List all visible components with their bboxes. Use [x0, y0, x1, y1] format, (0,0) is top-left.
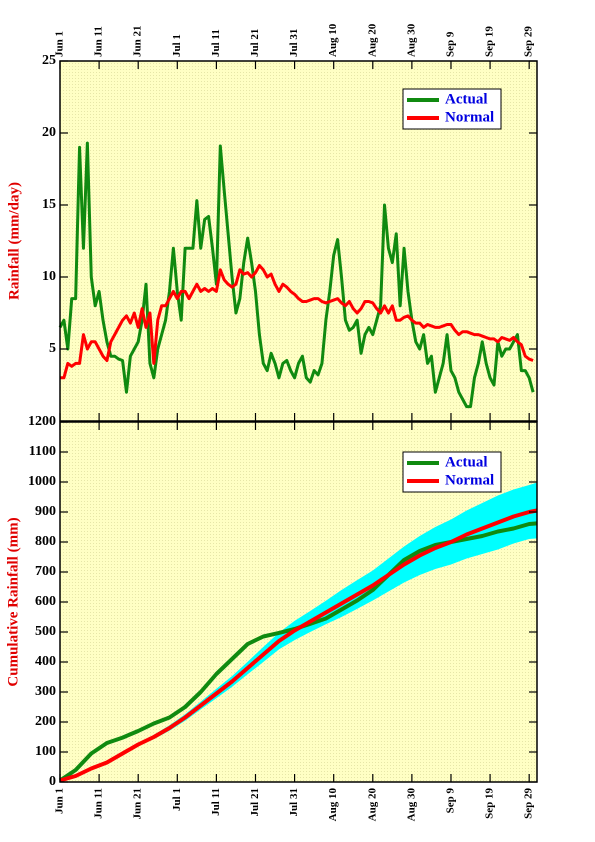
- x-tick-label: Jun 11: [93, 788, 105, 819]
- y-tick-label: 20: [42, 125, 56, 140]
- y-axis-label: Rainfall (mm/day): [6, 182, 22, 300]
- y-axis-label: Cumulative Rainfall (mm): [5, 517, 21, 686]
- y-tick-label: 1200: [28, 414, 56, 429]
- y-tick-label: 15: [42, 197, 56, 212]
- y-tick-label: 900: [35, 504, 56, 519]
- x-tick-label: Jun 1: [54, 31, 66, 57]
- y-tick-label: 100: [35, 744, 56, 759]
- x-tick-label: Jul 11: [210, 29, 222, 57]
- legend-label: Actual: [445, 454, 488, 470]
- x-tick-label: Aug 30: [405, 23, 417, 57]
- x-tick-label: Aug 30: [405, 788, 417, 822]
- x-tick-label: Sep 19: [484, 26, 496, 57]
- y-tick-label: 5: [49, 341, 56, 356]
- x-tick-label: Aug 10: [327, 23, 339, 57]
- legend-box: [402, 451, 502, 493]
- x-tick-label: Jun 21: [132, 26, 144, 58]
- x-tick-label: Jul 31: [288, 29, 300, 57]
- x-tick-label: Jun 21: [132, 788, 144, 820]
- y-tick-label: 500: [35, 624, 56, 639]
- legend-label: Normal: [445, 472, 494, 488]
- y-tick-label: 10: [42, 269, 56, 284]
- y-tick-label: 0: [49, 774, 56, 789]
- x-tick-label: Aug 20: [366, 23, 378, 57]
- x-tick-label: Sep 19: [484, 788, 496, 819]
- x-tick-label: Jul 1: [171, 34, 183, 57]
- y-tick-label: 700: [35, 564, 56, 579]
- y-tick-label: 1100: [29, 444, 56, 459]
- y-tick-label: 800: [35, 534, 56, 549]
- x-tick-label: Jun 11: [93, 26, 105, 57]
- y-tick-label: 300: [35, 684, 56, 699]
- legend-box: [402, 88, 502, 130]
- x-tick-label: Aug 10: [327, 788, 339, 822]
- x-tick-label: Jul 1: [171, 788, 183, 811]
- series-line: [58, 141, 535, 409]
- x-tick-label: Sep 29: [523, 788, 535, 819]
- x-tick-label: Jul 31: [288, 788, 300, 816]
- series-line: [60, 263, 534, 380]
- x-tick-label: Jul 21: [249, 788, 261, 816]
- x-tick-label: Sep 29: [523, 26, 535, 57]
- legend-label: Actual: [445, 91, 488, 107]
- y-tick-label: 200: [35, 714, 56, 729]
- plot-frame: [59, 60, 538, 422]
- x-tick-label: Sep 9: [445, 31, 457, 57]
- y-tick-label: 600: [35, 594, 56, 609]
- y-tick-label: 1000: [28, 474, 56, 489]
- x-tick-label: Sep 9: [445, 788, 457, 814]
- x-tick-label: Aug 20: [366, 788, 378, 822]
- series-line: [59, 508, 538, 783]
- y-tick-label: 400: [35, 654, 56, 669]
- legend-label: Normal: [445, 109, 494, 125]
- x-tick-label: Jul 21: [249, 29, 261, 57]
- y-tick-label: 25: [42, 53, 56, 68]
- x-tick-label: Jul 11: [210, 788, 222, 816]
- x-tick-label: Jun 1: [54, 788, 66, 814]
